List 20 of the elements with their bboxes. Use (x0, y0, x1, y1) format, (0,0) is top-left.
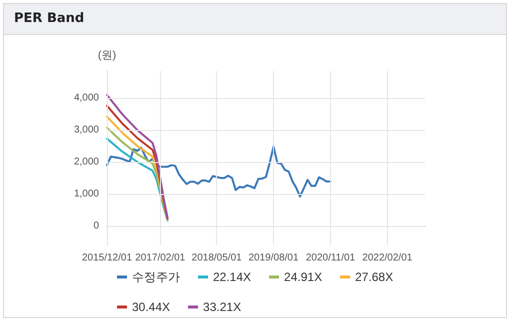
x-tick-label: 2015/12/01 (82, 252, 132, 264)
y-tick-label: 3,000 (74, 124, 100, 136)
y-tick-label: 1,000 (74, 188, 100, 200)
legend-label: 27.68X (355, 270, 394, 284)
y-tick-label: 4,000 (74, 92, 100, 104)
y-tick-label: 0 (93, 220, 100, 232)
x-tick-label: 2022/02/01 (362, 252, 413, 264)
legend-label: 22.14X (213, 270, 252, 284)
line-series (106, 146, 332, 198)
x-tick-label: 2017/02/01 (135, 252, 186, 264)
y-axis-title: (원) (98, 50, 116, 62)
x-tick-label: 2018/05/01 (192, 252, 242, 264)
legend-label: 33.21X (203, 300, 242, 314)
chart-title: PER Band (4, 4, 506, 35)
y-tick-label: 2,000 (74, 156, 100, 168)
legend-label: 24.91X (284, 270, 322, 284)
legend-label: 30.44X (132, 300, 170, 314)
x-tick-label: 2019/08/01 (248, 252, 299, 264)
legend-label: 수정주가 (132, 270, 180, 284)
x-tick-label: 2020/11/01 (306, 252, 356, 264)
